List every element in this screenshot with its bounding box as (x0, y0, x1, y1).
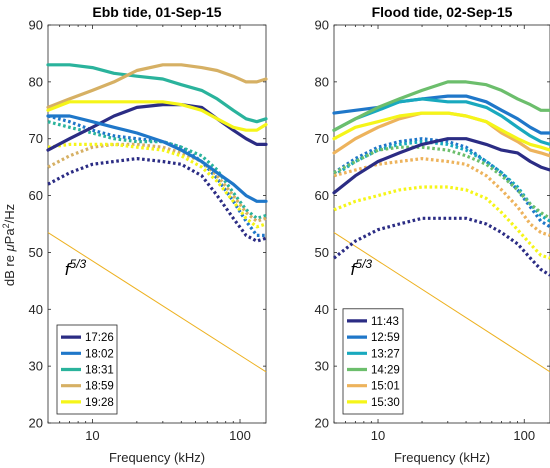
flood-x-axis-label: Frequency (kHz) (394, 450, 490, 465)
ebb-series-dotted-1726 (47, 157, 267, 243)
flood-series-solid-1327 (332, 97, 550, 146)
flood-y-tick-label: 40 (315, 302, 329, 317)
flood-legend-label: 14:29 (371, 365, 400, 377)
ebb-y-tick-label: 70 (29, 131, 43, 146)
flood-legend-label: 15:01 (371, 381, 400, 393)
flood-tide-panel: Flood tide, 02-Sep-15 Frequency (kHz) 20… (315, 4, 550, 465)
ebb-series-solid-1928 (46, 100, 268, 132)
ebb-y-tick-label: 40 (29, 302, 43, 317)
flood-legend-box (342, 308, 404, 415)
flood-series-solid-1530 (332, 111, 550, 152)
ebb-reference-line (47, 232, 267, 373)
ebb-legend-label: 18:02 (85, 348, 114, 360)
ebb-legend-label: 19:28 (85, 397, 114, 409)
flood-series-solid-1429 (332, 80, 550, 132)
ebb-series-dotted-1859 (47, 142, 267, 223)
ebb-legend-label: 18:31 (85, 365, 114, 377)
ebb-series-dotted-1928 (47, 142, 267, 229)
flood-x-tick-label: 10 (371, 428, 385, 443)
ebb-series-dotted-1831 (47, 120, 267, 220)
flood-f53-line (333, 232, 550, 373)
flood-legend-label: 13:27 (371, 348, 400, 360)
ebb-series-solid-1831 (46, 63, 268, 124)
ebb-series-solid-1859 (46, 63, 268, 109)
ebb-tide-panel: Ebb tide, 01-Sep-15 Frequency (kHz) 20 30… (29, 4, 268, 465)
ebb-y-tick-label: 20 (29, 416, 43, 431)
flood-legend-label: 12:59 (371, 332, 400, 344)
ebb-f53-annotation: f5/3 (65, 257, 87, 279)
flood-y-tick-label: 50 (315, 245, 329, 260)
ebb-series-solid-1802 (46, 114, 268, 203)
ebb-series-lines (46, 63, 268, 243)
flood-series-solid-1143 (332, 137, 550, 195)
flood-legend-label: 11:43 (371, 316, 399, 328)
flood-y-tick-label: 30 (315, 359, 329, 374)
ebb-plot-frame (47, 24, 267, 424)
flood-reference-line (333, 232, 550, 373)
ebb-y-tick-label: 90 (29, 18, 43, 33)
flood-chart-title: Flood tide, 02-Sep-15 (372, 4, 513, 20)
y-axis-label: dB re μPa2/Hz (1, 204, 17, 286)
flood-x-tick-label: 100 (513, 428, 535, 443)
ebb-chart-title: Ebb tide, 01-Sep-15 (92, 4, 221, 20)
ebb-axes: 20 30 40 50 60 70 80 90 10 100 (29, 18, 266, 443)
ebb-y-tick-label: 30 (29, 359, 43, 374)
ebb-legend-label: 18:59 (85, 381, 114, 393)
flood-series-lines (332, 80, 550, 277)
ebb-x-axis-label: Frequency (kHz) (109, 450, 205, 465)
flood-series-dotted-1530 (333, 185, 550, 260)
flood-plot-frame (333, 24, 550, 424)
ebb-legend-label: 17:26 (85, 332, 114, 344)
flood-legend: 11:43 12:59 13:27 14:29 15:01 15:30 (342, 308, 404, 415)
flood-axes: 20 30 40 50 60 70 80 90 10 100 (315, 18, 550, 443)
flood-y-tick-label: 90 (315, 18, 329, 33)
ebb-y-tick-label: 50 (29, 245, 43, 260)
ebb-legend: 17:26 18:02 18:31 18:59 19:28 (56, 324, 118, 415)
ebb-y-tick-label: 60 (29, 188, 43, 203)
flood-y-tick-label: 60 (315, 188, 329, 203)
ebb-x-tick-label: 10 (85, 428, 99, 443)
ebb-y-tick-label: 80 (29, 74, 43, 89)
ebb-f53-line (47, 232, 267, 373)
flood-y-tick-label: 70 (315, 131, 329, 146)
flood-series-dotted-1429 (333, 145, 550, 220)
flood-legend-label: 15:30 (371, 397, 400, 409)
flood-series-dotted-1143 (333, 216, 550, 277)
ebb-x-tick-label: 100 (229, 428, 251, 443)
flood-y-tick-label: 20 (315, 416, 329, 431)
flood-series-dotted-1259 (333, 137, 550, 229)
flood-f53-annotation: f5/3 (351, 257, 373, 279)
flood-y-tick-label: 80 (315, 74, 329, 89)
